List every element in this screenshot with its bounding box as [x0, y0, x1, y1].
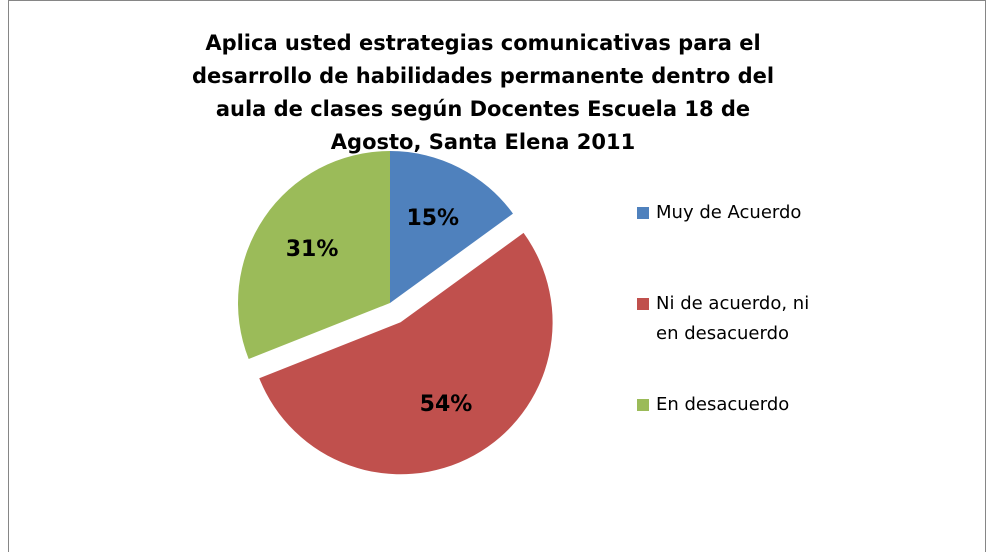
legend-label: Muy de Acuerdo: [656, 202, 801, 223]
pie-slice: [390, 151, 513, 303]
data-label: 31%: [286, 237, 339, 262]
legend-label: En desacuerdo: [656, 394, 789, 415]
data-label: 54%: [420, 392, 473, 417]
data-label: 15%: [406, 206, 459, 231]
pie-slice: [237, 151, 390, 359]
chart-title: Aplica usted estrategias comunicativas p…: [192, 31, 774, 154]
legend-swatch: [637, 399, 649, 411]
legend-label: Ni de acuerdo, ni en desacuerdo: [656, 293, 809, 344]
pie-slice: [259, 232, 553, 475]
legend-swatch: [637, 298, 649, 310]
legend-swatch: [637, 207, 649, 219]
